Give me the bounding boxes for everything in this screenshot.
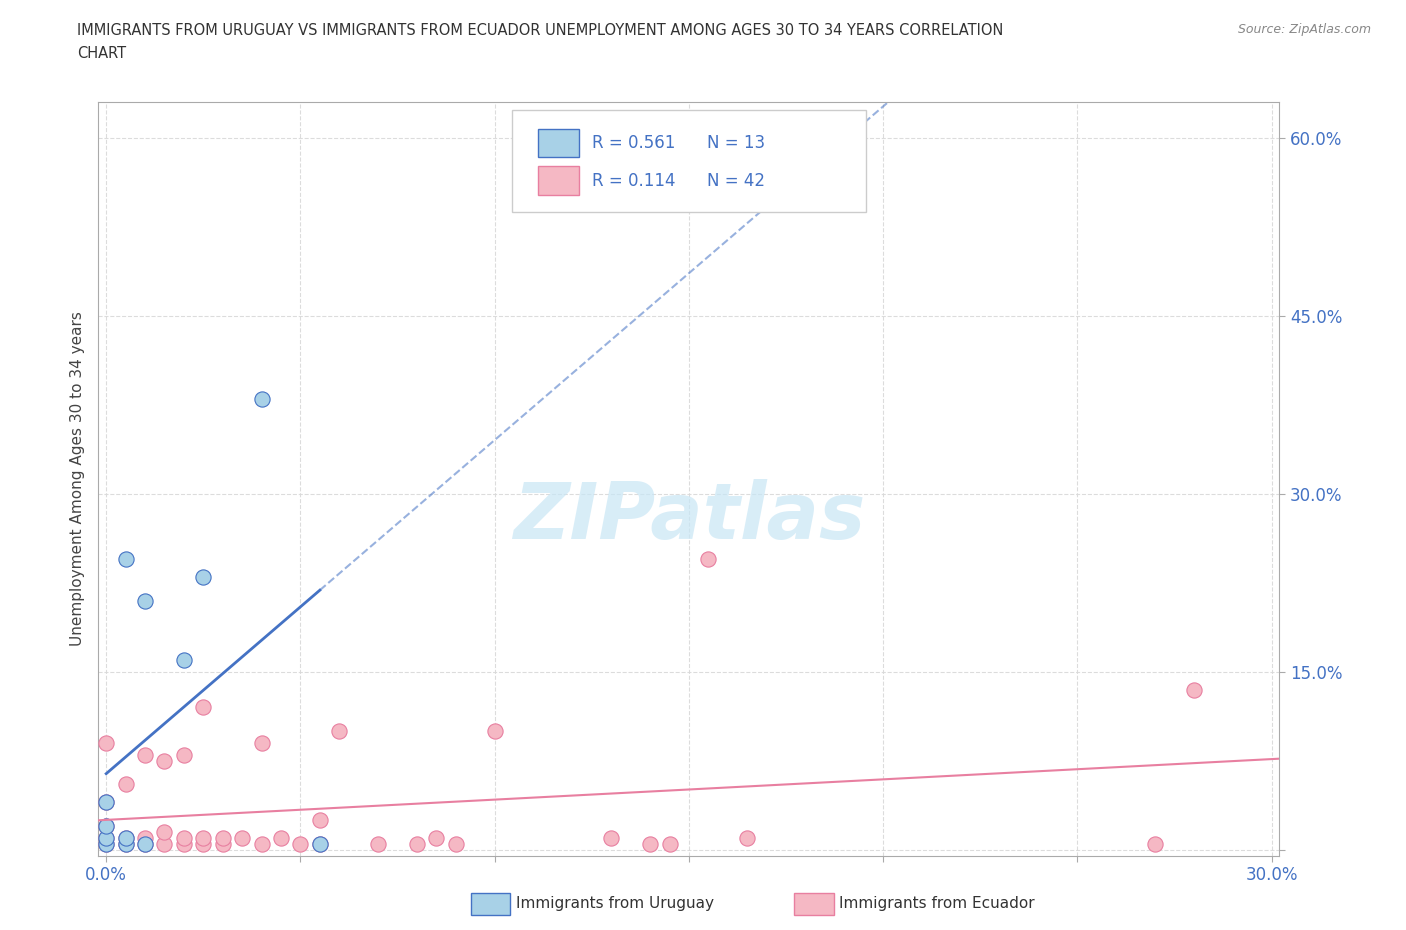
Y-axis label: Unemployment Among Ages 30 to 34 years: Unemployment Among Ages 30 to 34 years <box>69 312 84 646</box>
FancyBboxPatch shape <box>537 166 579 195</box>
Point <box>735 830 758 845</box>
Point <box>193 569 215 584</box>
Point <box>96 836 118 851</box>
Point <box>96 795 118 810</box>
Point <box>290 836 312 851</box>
Text: ZIPatlas: ZIPatlas <box>513 479 865 554</box>
Text: R = 0.114: R = 0.114 <box>592 172 676 190</box>
Text: N = 42: N = 42 <box>707 172 765 190</box>
Point <box>211 830 233 845</box>
Point <box>114 836 136 851</box>
Point <box>484 724 506 738</box>
Text: R = 0.561: R = 0.561 <box>592 134 675 152</box>
Point <box>367 836 389 851</box>
Point <box>173 830 195 845</box>
Point <box>96 818 118 833</box>
Point <box>309 836 332 851</box>
Point <box>134 836 156 851</box>
Point <box>658 836 681 851</box>
Point <box>96 830 118 845</box>
Point <box>193 700 215 715</box>
Point <box>250 836 273 851</box>
Point <box>193 836 215 851</box>
Text: CHART: CHART <box>77 46 127 61</box>
Point <box>173 836 195 851</box>
Point <box>96 818 118 833</box>
Point <box>96 836 118 851</box>
Point <box>250 392 273 406</box>
Point <box>697 551 720 566</box>
Point <box>96 736 118 751</box>
Point <box>193 830 215 845</box>
Point <box>270 830 292 845</box>
Text: Source: ZipAtlas.com: Source: ZipAtlas.com <box>1237 23 1371 36</box>
Point <box>1144 836 1167 851</box>
Point <box>328 724 350 738</box>
Point <box>134 836 156 851</box>
Text: IMMIGRANTS FROM URUGUAY VS IMMIGRANTS FROM ECUADOR UNEMPLOYMENT AMONG AGES 30 TO: IMMIGRANTS FROM URUGUAY VS IMMIGRANTS FR… <box>77 23 1004 38</box>
Text: Immigrants from Uruguay: Immigrants from Uruguay <box>516 897 714 911</box>
Point <box>1182 682 1205 697</box>
Point <box>114 551 136 566</box>
Point <box>211 836 233 851</box>
Point <box>153 836 176 851</box>
Point <box>309 813 332 828</box>
Point <box>309 836 332 851</box>
Point <box>173 748 195 763</box>
Text: Immigrants from Ecuador: Immigrants from Ecuador <box>839 897 1035 911</box>
Point <box>96 795 118 810</box>
Point <box>134 593 156 608</box>
Point <box>134 748 156 763</box>
Point <box>406 836 429 851</box>
FancyBboxPatch shape <box>512 110 866 211</box>
Point <box>638 836 661 851</box>
Point <box>134 830 156 845</box>
Point <box>444 836 467 851</box>
Point <box>173 653 195 668</box>
Point <box>96 830 118 845</box>
Point <box>153 824 176 839</box>
Text: N = 13: N = 13 <box>707 134 765 152</box>
Point <box>250 736 273 751</box>
Point <box>114 830 136 845</box>
Point <box>114 830 136 845</box>
Point <box>153 753 176 768</box>
Point <box>231 830 253 845</box>
Point <box>425 830 447 845</box>
Point <box>114 777 136 791</box>
Point <box>600 830 623 845</box>
Point <box>114 836 136 851</box>
FancyBboxPatch shape <box>537 128 579 157</box>
